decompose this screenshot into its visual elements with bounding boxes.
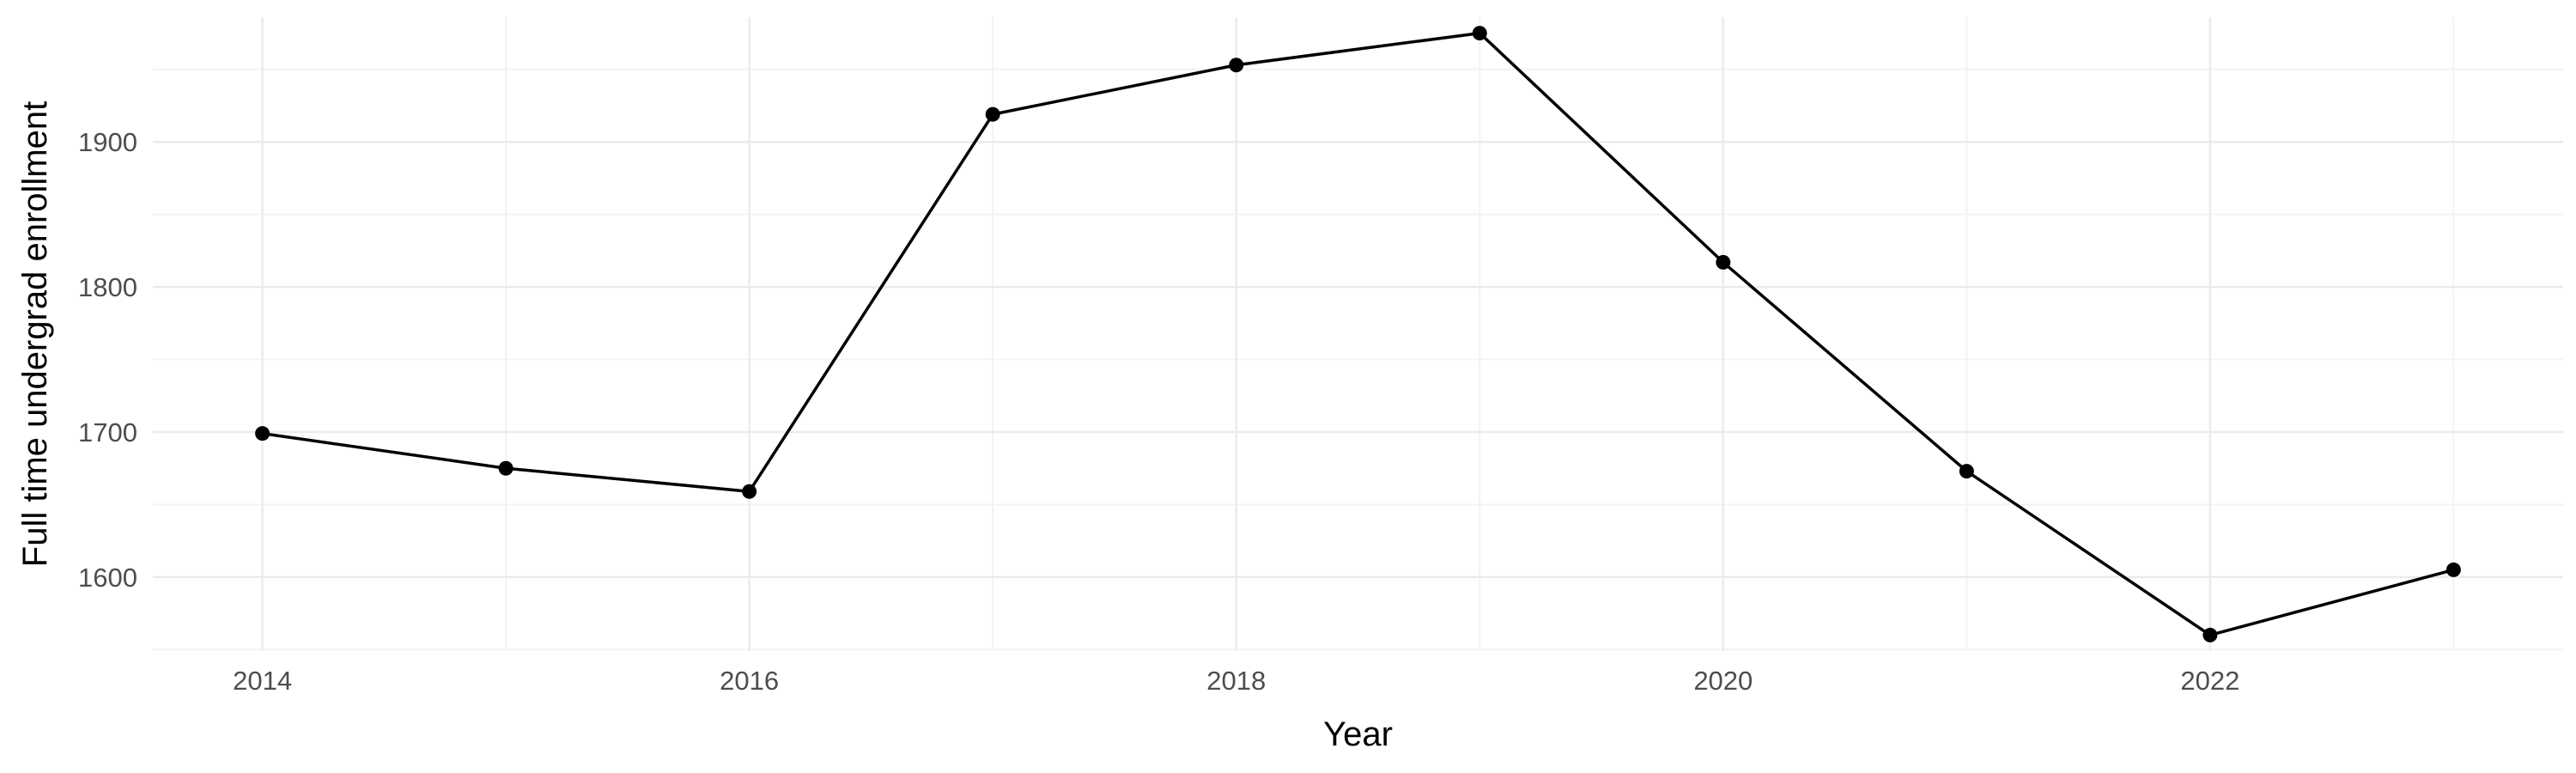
data-point — [2202, 627, 2218, 642]
x-tick-label: 2016 — [720, 666, 779, 696]
y-tick-label: 1700 — [78, 417, 137, 447]
grid — [153, 17, 2563, 651]
y-axis-title: Full time undergrad enrollment — [16, 101, 54, 567]
x-tick-label: 2022 — [2180, 666, 2239, 696]
data-point — [1472, 26, 1487, 41]
x-axis-title: Year — [1323, 715, 1393, 753]
data-point — [498, 460, 513, 476]
data-point — [742, 484, 757, 499]
x-tick-label: 2018 — [1206, 666, 1266, 696]
data-point — [255, 426, 270, 441]
x-tick-label: 2014 — [233, 666, 292, 696]
y-tick-label: 1900 — [78, 127, 137, 157]
data-point — [1229, 58, 1244, 73]
y-tick-label: 1800 — [78, 272, 137, 302]
y-tick-label: 1600 — [78, 563, 137, 593]
data-point — [2445, 562, 2461, 577]
data-point — [1959, 464, 1974, 479]
tick-labels: 1600 1700 1800 1900 2014 2016 2018 2020 2022 — [78, 127, 2239, 696]
series-enrollment — [255, 26, 2461, 642]
x-tick-label: 2020 — [1693, 666, 1753, 696]
data-point — [1716, 254, 1731, 270]
series-line — [262, 31, 2454, 637]
data-point — [985, 107, 1000, 122]
